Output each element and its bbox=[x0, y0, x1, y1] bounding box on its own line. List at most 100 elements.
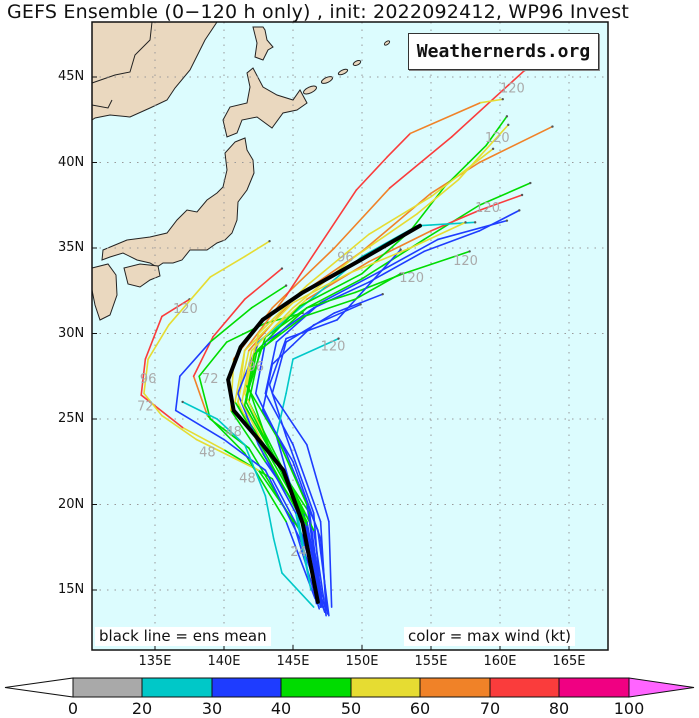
track-segment bbox=[402, 250, 471, 275]
track-segment bbox=[243, 353, 256, 407]
track-segment bbox=[312, 303, 362, 326]
lon-label: 155E bbox=[414, 654, 448, 669]
legend-color-wind: color = max wind (kt) bbox=[404, 627, 575, 646]
track-segment bbox=[198, 341, 228, 378]
track-segment bbox=[271, 341, 287, 395]
forecast-hour-label: 48 bbox=[199, 446, 216, 461]
track-segment bbox=[328, 520, 333, 608]
sakhalin bbox=[252, 26, 274, 61]
kuril-island bbox=[383, 40, 391, 46]
hokkaido bbox=[222, 67, 308, 138]
colorbar-label: 50 bbox=[340, 699, 362, 718]
track-segment bbox=[281, 572, 315, 608]
track-segment bbox=[248, 387, 269, 446]
track-segment bbox=[354, 272, 402, 301]
watermark: Weathernerds.org bbox=[408, 33, 599, 70]
track-segment bbox=[243, 452, 287, 523]
track-segment bbox=[243, 301, 294, 352]
track-segment bbox=[234, 349, 246, 403]
forecast-hour-label: 96 bbox=[337, 251, 354, 266]
track-segment bbox=[195, 438, 260, 472]
track-segment bbox=[198, 375, 211, 420]
track-segment bbox=[437, 219, 508, 241]
track-segment bbox=[243, 443, 267, 497]
lon-label: 165E bbox=[552, 654, 586, 669]
track-segment bbox=[223, 438, 267, 472]
track-segment bbox=[457, 124, 510, 181]
track-segment bbox=[305, 443, 330, 523]
track-segment bbox=[264, 469, 301, 540]
forecast-hour-label: 72 bbox=[202, 372, 219, 387]
track-segment bbox=[409, 185, 446, 232]
track-segment bbox=[285, 319, 338, 340]
track-segment bbox=[174, 375, 181, 412]
track-segment bbox=[253, 315, 305, 355]
track-end-point bbox=[337, 337, 340, 340]
colorbar-segment bbox=[141, 677, 213, 698]
track-segment bbox=[333, 187, 391, 249]
track-segment bbox=[140, 358, 147, 396]
track-segment bbox=[285, 358, 294, 395]
track-segment bbox=[312, 281, 370, 309]
track-segment bbox=[388, 136, 453, 189]
track-segment bbox=[347, 247, 412, 275]
track-segment bbox=[292, 460, 322, 540]
track-segment bbox=[144, 315, 163, 360]
lon-label: 140E bbox=[207, 654, 241, 669]
track-segment bbox=[305, 503, 323, 598]
track-segment bbox=[285, 435, 315, 514]
track-end-point bbox=[520, 193, 524, 197]
track-segment bbox=[271, 324, 315, 366]
track-segment bbox=[245, 401, 274, 455]
colorbar-segment bbox=[280, 677, 352, 698]
track-segment bbox=[209, 307, 253, 343]
lat-label: 40N bbox=[58, 154, 85, 170]
track-segment bbox=[209, 255, 246, 278]
track-segment bbox=[333, 293, 384, 314]
track-segment bbox=[243, 404, 275, 458]
track-segment bbox=[305, 524, 322, 608]
track-end-point bbox=[268, 239, 271, 243]
track-segment bbox=[168, 276, 211, 326]
colorbar-segment bbox=[72, 677, 143, 698]
track-segment bbox=[250, 307, 294, 352]
track-segment bbox=[254, 341, 267, 395]
track-segment bbox=[243, 240, 271, 258]
track-segment bbox=[292, 443, 322, 523]
track-end-point bbox=[473, 221, 477, 224]
track-end-point bbox=[284, 284, 288, 287]
ensemble-member-track bbox=[271, 292, 384, 608]
track-segment bbox=[299, 272, 363, 307]
track-end-point bbox=[529, 181, 532, 185]
track-segment bbox=[261, 409, 294, 463]
lon-label: 135E bbox=[138, 654, 172, 669]
forecast-hour-label: 24 bbox=[290, 545, 307, 560]
track-segment bbox=[423, 230, 481, 253]
ensemble-member-track bbox=[243, 272, 402, 608]
forecast-hour-label: 120 bbox=[453, 254, 478, 269]
colorbar-label: 30 bbox=[201, 699, 223, 718]
ensemble-tracks bbox=[140, 68, 554, 617]
track-end-point bbox=[381, 292, 384, 296]
ensemble-member-track bbox=[275, 337, 340, 583]
track-segment bbox=[140, 394, 184, 429]
track-segment bbox=[257, 443, 297, 514]
track-segment bbox=[237, 349, 250, 403]
colorbar-segment bbox=[489, 677, 560, 698]
track-end-point bbox=[507, 123, 510, 127]
track-segment bbox=[272, 537, 283, 574]
forecast-hour-label: 120 bbox=[399, 271, 424, 286]
lon-label: 145E bbox=[276, 654, 310, 669]
track-segment bbox=[241, 349, 253, 403]
forecast-hour-labels: 120 120 120 120 120 120 120 96 72 72 96 96 48 48 48 24 bbox=[137, 81, 525, 559]
colorbar-label: 70 bbox=[479, 699, 501, 718]
track-segment bbox=[478, 209, 521, 232]
track-segment bbox=[478, 125, 554, 164]
track-end-point bbox=[399, 248, 402, 251]
track-segment bbox=[181, 426, 225, 451]
track-segment bbox=[478, 194, 523, 212]
forecast-hour-label: 72 bbox=[137, 399, 154, 414]
colorbar-label: 20 bbox=[131, 699, 153, 718]
